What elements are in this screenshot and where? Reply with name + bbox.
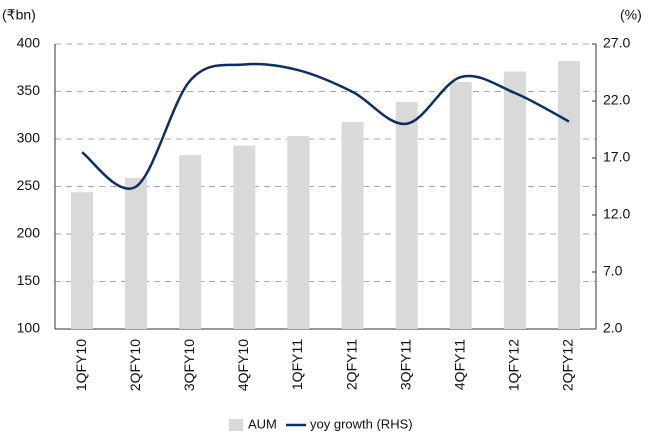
y-axis-label: (₹bn) — [2, 7, 36, 23]
y2-tick-label: 27.0 — [603, 35, 630, 51]
bar — [125, 177, 148, 329]
legend-label: AUM — [248, 416, 277, 431]
legend-swatch — [229, 419, 243, 431]
y2-tick-label: 7.0 — [603, 263, 623, 279]
x-tick-label: 3QFY10 — [181, 339, 197, 391]
x-tick-label: 2QFY11 — [343, 339, 359, 390]
y2-tick-label: 17.0 — [603, 149, 630, 165]
y-tick-label: 200 — [17, 225, 41, 241]
bar — [395, 101, 418, 329]
y2-tick-label: 2.0 — [603, 320, 623, 336]
y-tick-label: 250 — [17, 177, 41, 193]
bar — [233, 145, 256, 329]
x-tick-label: 3QFY11 — [397, 339, 413, 390]
bar — [557, 61, 580, 329]
x-tick-label: 1QFY12 — [506, 339, 522, 391]
x-tick-label: 1QFY10 — [73, 339, 89, 391]
bar — [179, 155, 202, 329]
y-tick-label: 100 — [17, 320, 41, 336]
x-tick-label: 1QFY11 — [289, 339, 305, 390]
y-tick-label: 150 — [17, 272, 41, 288]
line — [81, 62, 570, 190]
x-tick-label: 2QFY10 — [127, 339, 143, 391]
x-tick-label: 4QFY11 — [451, 339, 467, 390]
bar — [287, 136, 310, 329]
bar — [71, 192, 94, 329]
bar — [503, 71, 526, 330]
bar — [341, 121, 364, 330]
y2-tick-label: 22.0 — [603, 92, 630, 108]
y-tick-label: 300 — [17, 130, 41, 146]
x-tick-label: 4QFY10 — [235, 339, 251, 391]
bar — [449, 82, 472, 329]
y2-tick-label: 12.0 — [603, 206, 630, 222]
x-tick-label: 2QFY12 — [560, 339, 576, 391]
y-tick-label: 400 — [17, 35, 41, 51]
legend-label: yoy growth (RHS) — [310, 416, 413, 431]
y-tick-label: 350 — [17, 82, 41, 98]
y2-axis-label: (%) — [620, 7, 642, 23]
